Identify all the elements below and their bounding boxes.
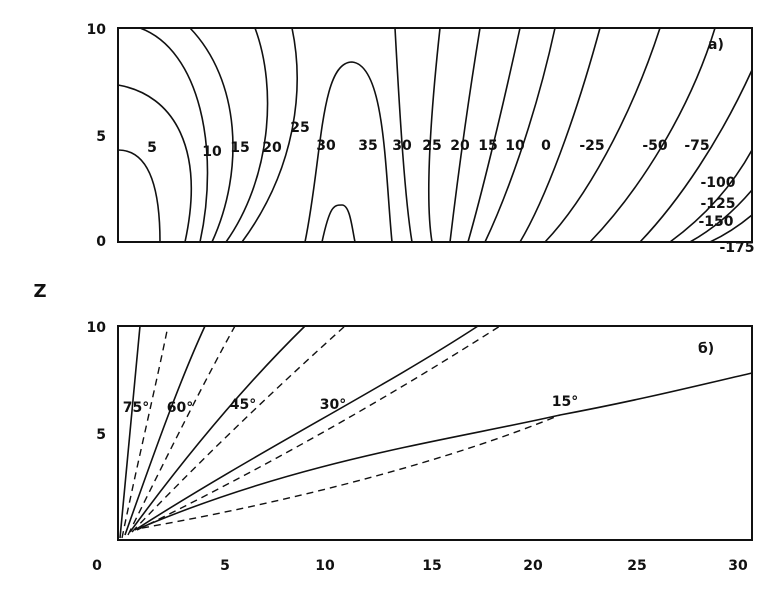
contour-label: 30: [392, 138, 412, 154]
contour-label: 25: [290, 120, 309, 136]
angle-label: 60°: [167, 400, 193, 416]
y-axis-label: Z: [33, 281, 46, 302]
panel-b-lines: [119, 325, 753, 539]
panel-a-frame: [117, 27, 753, 243]
contour-label: 10: [202, 144, 222, 160]
contour-label: 10: [505, 138, 525, 154]
x-tick-label: 25: [627, 558, 646, 574]
contour-label: 20: [450, 138, 470, 154]
contour-label: -50: [642, 138, 668, 154]
y-tick-label: 5: [96, 427, 106, 443]
contour-label: -100: [700, 175, 735, 191]
contour-label: 5: [147, 140, 157, 156]
x-tick-label: 20: [523, 558, 543, 574]
panel-label: a): [708, 37, 724, 53]
contour-label: 30: [316, 138, 336, 154]
contour-label: -25: [579, 138, 604, 154]
y-tick-label: 5: [96, 129, 106, 145]
contour-label: -125: [700, 196, 735, 212]
angle-label: 45°: [230, 397, 256, 413]
panel-b-frame: [117, 325, 753, 541]
contour-label: 25: [422, 138, 441, 154]
angle-label: 75°: [123, 400, 149, 416]
y-tick-label: 10: [87, 320, 107, 336]
angle-label: 30°: [320, 397, 346, 413]
y-tick-label: 0: [96, 234, 106, 250]
x-tick-label: 15: [422, 558, 441, 574]
panel-label: б): [698, 341, 714, 357]
contour-label: 15: [478, 138, 497, 154]
x-tick-label: 5: [220, 558, 230, 574]
contour-label: -175: [719, 240, 754, 256]
angle-label: 15°: [552, 394, 578, 410]
x-tick-label: 10: [315, 558, 335, 574]
contour-label: -150: [698, 214, 733, 230]
contour-label: 15: [230, 140, 249, 156]
x-tick-label: 30: [728, 558, 748, 574]
contour-label: -75: [684, 138, 709, 154]
y-tick-label: 10: [87, 22, 107, 38]
panel-a-contours: [117, 27, 753, 243]
contour-label: 35: [358, 138, 377, 154]
contour-label: 0: [541, 138, 551, 154]
contour-label: 20: [262, 140, 282, 156]
x-tick-label: 0: [92, 558, 102, 574]
